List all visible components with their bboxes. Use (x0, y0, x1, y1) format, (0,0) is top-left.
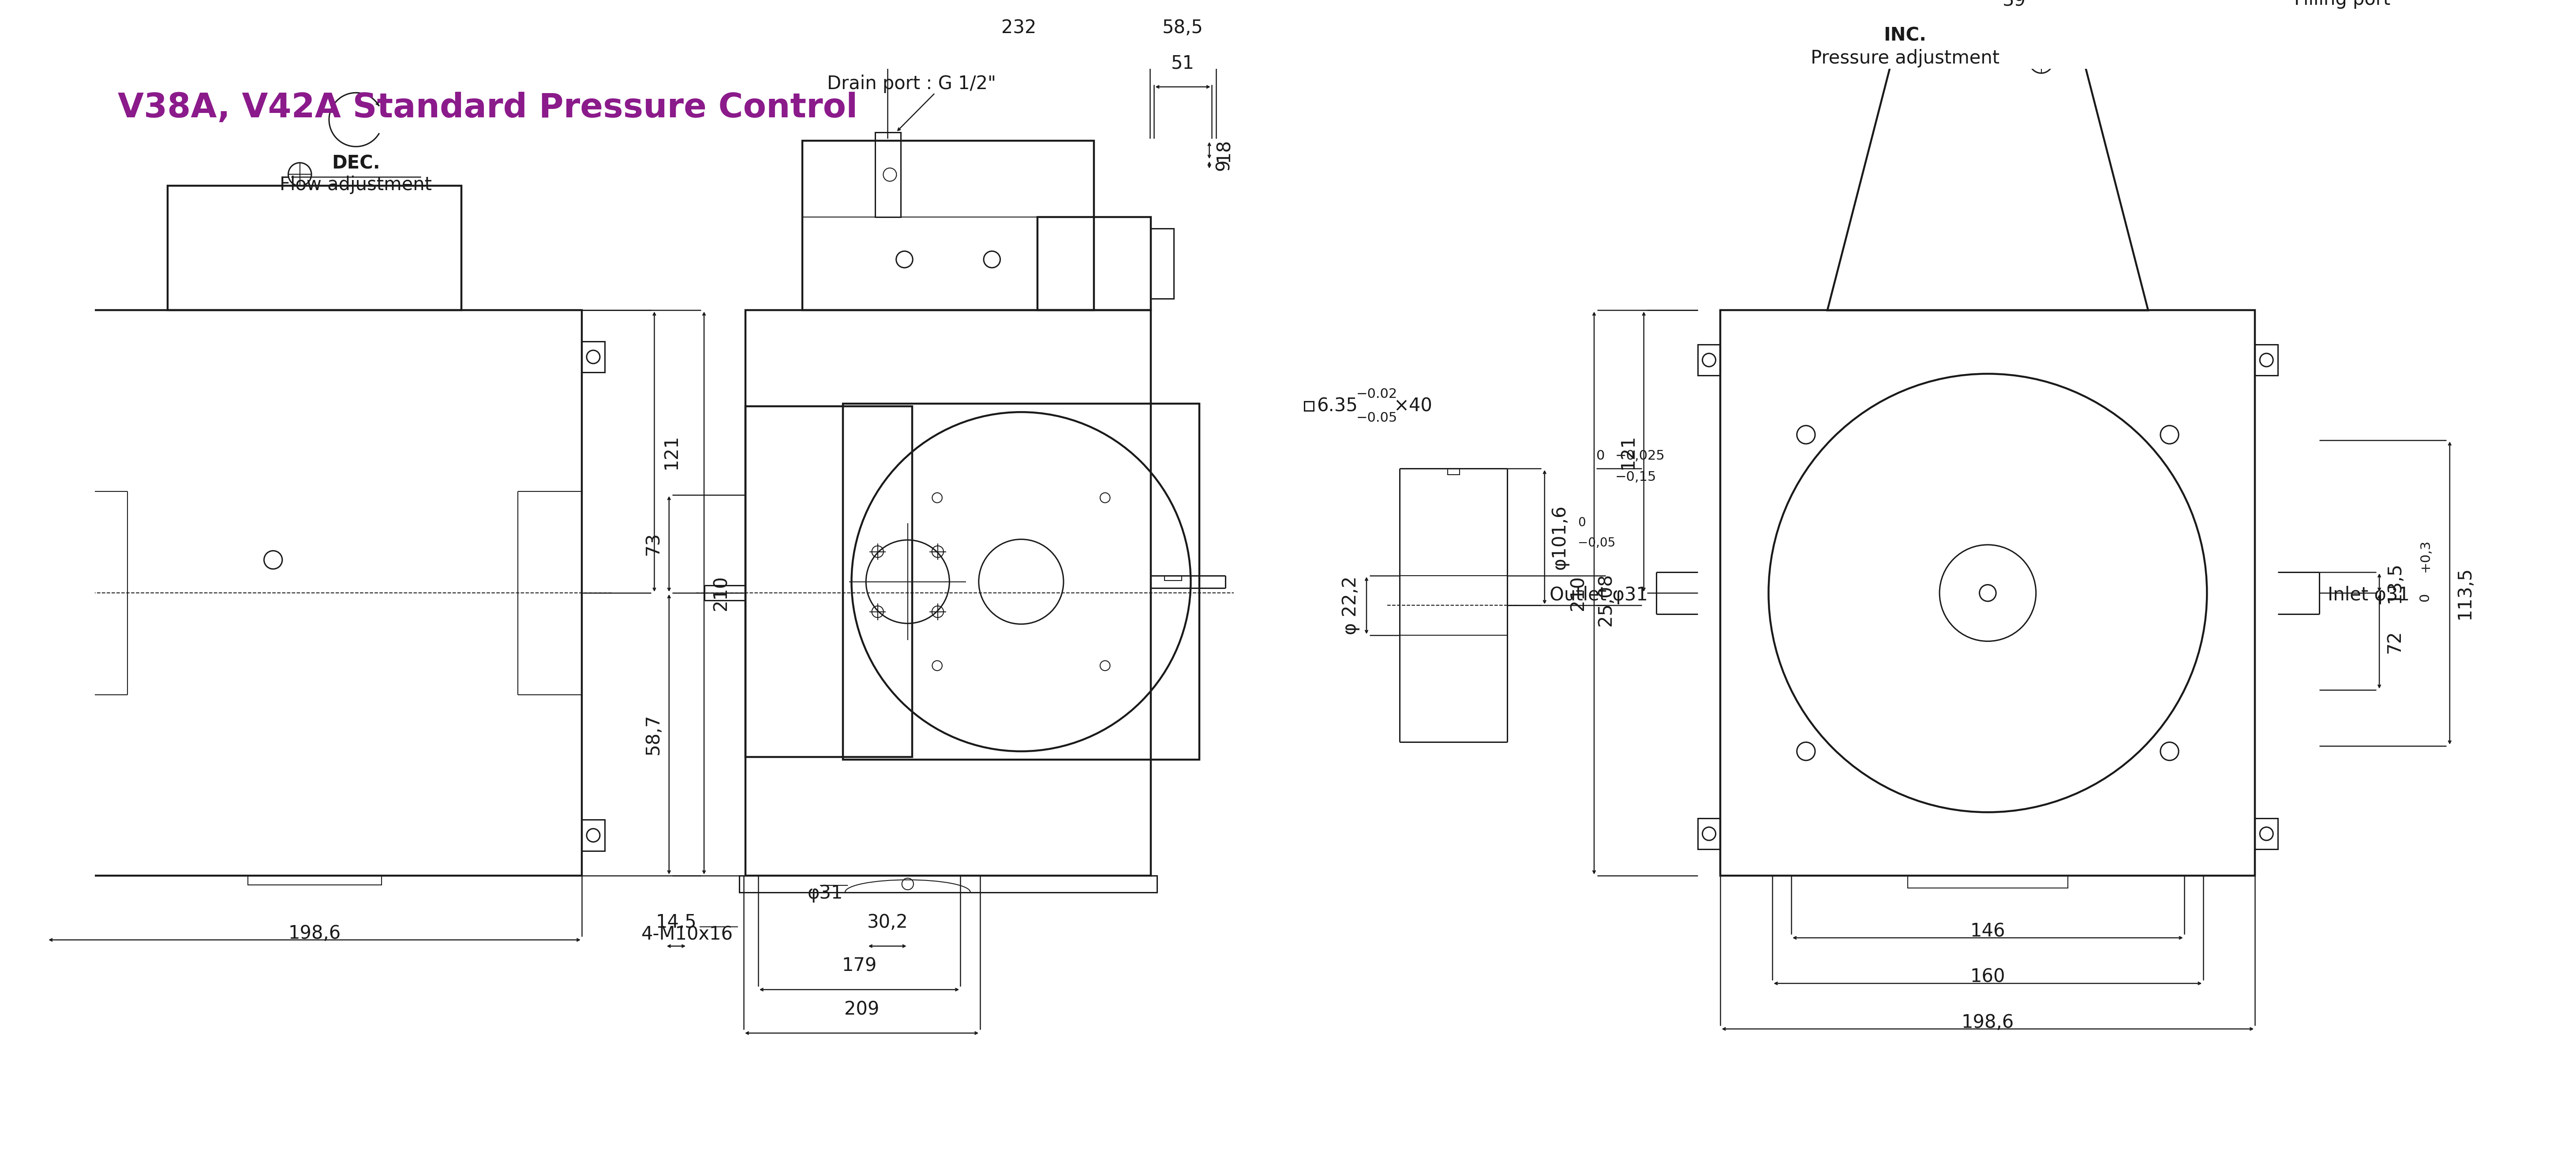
Text: Flow adjustment: Flow adjustment (281, 175, 433, 194)
Text: 146: 146 (1971, 922, 2004, 941)
Bar (2254, 818, 2277, 849)
Text: 0: 0 (1577, 516, 1587, 529)
Bar (1303, 402, 1314, 411)
Text: Pressure adjustment: Pressure adjustment (1811, 50, 1999, 68)
Text: 58,7: 58,7 (644, 714, 662, 755)
Bar (1721, 310, 2254, 876)
Bar (247, 876, 381, 885)
Text: ×40: ×40 (1394, 397, 1432, 415)
Text: INC.: INC. (1883, 27, 1927, 45)
Text: DEC.: DEC. (332, 153, 381, 173)
Text: Drain port : G 1/2": Drain port : G 1/2" (827, 75, 997, 93)
Text: 9: 9 (1213, 159, 1234, 171)
Text: 232: 232 (1002, 18, 1036, 37)
Bar (582, 819, 605, 850)
Text: −0,05: −0,05 (1577, 537, 1615, 549)
Text: 198,6: 198,6 (1960, 1013, 2014, 1032)
Text: Inlet φ31: Inlet φ31 (2329, 586, 2409, 605)
Text: 6.35: 6.35 (1316, 397, 1358, 415)
Text: −0.02: −0.02 (1355, 388, 1396, 400)
Text: 25,08: 25,08 (1597, 574, 1615, 627)
Text: 13,5: 13,5 (2385, 562, 2403, 604)
Text: 210: 210 (711, 576, 729, 610)
Bar (1038, 217, 1151, 310)
Bar (1698, 818, 1721, 849)
Bar (842, 404, 1200, 759)
Bar (1164, 576, 1182, 580)
Text: 39: 39 (2002, 0, 2025, 9)
Bar (1151, 228, 1175, 299)
Text: 0: 0 (2419, 593, 2432, 601)
Text: 18: 18 (1213, 138, 1234, 162)
Text: 179: 179 (842, 957, 876, 975)
Text: 210: 210 (1569, 576, 1587, 610)
Text: 14,5: 14,5 (657, 913, 696, 931)
Text: φ 22,2: φ 22,2 (1342, 576, 1360, 635)
Text: 160: 160 (1971, 968, 2004, 987)
Bar (1698, 345, 1721, 375)
Text: 209: 209 (845, 1001, 878, 1019)
Text: 113,5: 113,5 (2455, 567, 2473, 620)
Bar (1909, 876, 2069, 889)
Text: 121: 121 (662, 434, 680, 470)
Text: φ31: φ31 (809, 884, 842, 902)
Bar (2254, 345, 2277, 375)
Text: 121: 121 (1618, 434, 1638, 470)
Bar (739, 876, 1157, 892)
Bar (744, 406, 912, 757)
Bar (876, 133, 902, 217)
Text: 51: 51 (1172, 54, 1195, 73)
Text: −0.05: −0.05 (1355, 412, 1396, 425)
Bar (23, 819, 46, 850)
Text: 198,6: 198,6 (289, 924, 340, 943)
Text: 30,2: 30,2 (868, 913, 907, 931)
Bar (167, 186, 461, 310)
Text: −0,15: −0,15 (1615, 471, 1656, 484)
Text: Filling port: Filling port (2295, 0, 2391, 8)
Bar (801, 141, 1095, 310)
Text: 4-M10x16: 4-M10x16 (641, 926, 734, 944)
Bar (46, 310, 582, 876)
Text: V38A, V42A Standard Pressure Control: V38A, V42A Standard Pressure Control (118, 92, 858, 125)
Text: 0: 0 (1597, 450, 1605, 463)
Text: Outlet φ31: Outlet φ31 (1551, 586, 1649, 605)
Text: +0,3: +0,3 (2419, 539, 2432, 572)
Text: φ101,6: φ101,6 (1551, 504, 1569, 569)
Bar (1448, 469, 1461, 474)
Bar (744, 310, 1151, 876)
Text: 58,5: 58,5 (1162, 18, 1203, 37)
Text: 73: 73 (644, 532, 662, 555)
Text: −0,025: −0,025 (1615, 450, 1664, 463)
Bar (23, 342, 46, 373)
Text: 72: 72 (2385, 630, 2403, 653)
Bar (582, 342, 605, 373)
